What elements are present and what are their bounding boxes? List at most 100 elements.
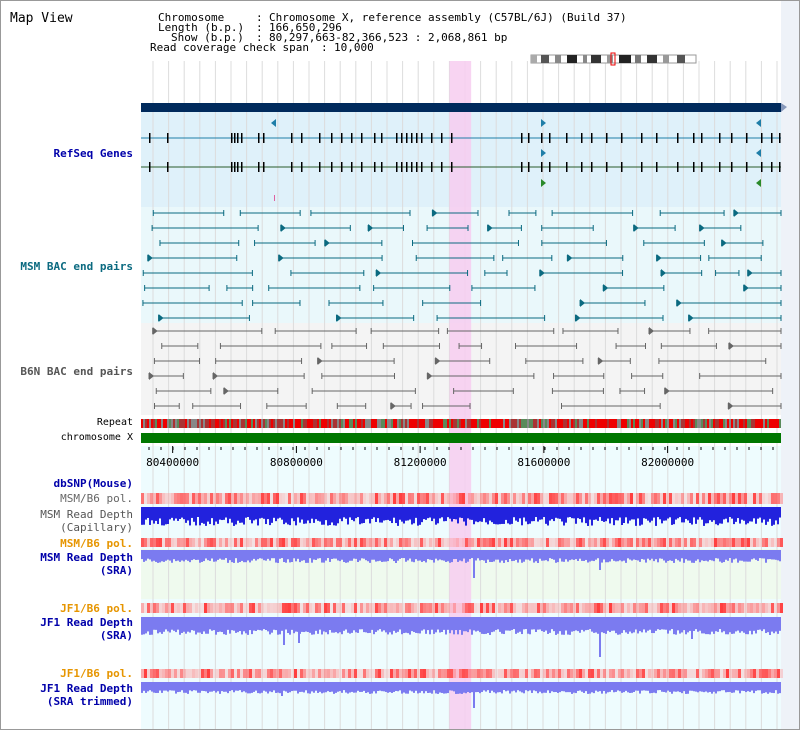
msm-pol-1-segment — [201, 493, 204, 504]
jf1-trim-depth — [331, 682, 333, 692]
msm-pol-2-segment — [522, 538, 525, 547]
msm-cap-depth — [655, 507, 657, 526]
msm-pol-2-segment — [660, 538, 663, 547]
jf1-pol-1-segment — [735, 603, 738, 613]
msm-pol-2-segment — [321, 538, 324, 547]
jf1-pol-2-segment — [159, 669, 162, 678]
msm-cap-depth — [597, 507, 599, 521]
msm-cap-depth — [467, 507, 469, 519]
msm-cap-depth — [761, 507, 763, 523]
jf1-pol-1-segment — [648, 603, 651, 613]
jf1-trim-depth — [387, 682, 389, 693]
msm-cap-depth — [337, 507, 339, 524]
msm-cap-depth — [565, 507, 567, 523]
msm-pol-1-segment — [429, 493, 432, 504]
msm-sra-depth — [717, 550, 719, 559]
jf1-pol-2-segment — [444, 669, 447, 678]
jf1-trim-depth — [779, 682, 781, 694]
jf1-trim-depth — [215, 682, 217, 693]
jf1-sra-depth — [239, 617, 241, 632]
repeat-segment — [369, 419, 371, 428]
msm-cap-depth — [501, 507, 503, 524]
repeat-segment — [187, 419, 189, 428]
track-label-refseq[interactable]: RefSeq Genes — [53, 147, 133, 160]
jf1-sra-depth — [683, 617, 685, 631]
jf1-pol-1-segment — [387, 603, 390, 613]
jf1-pol-2-segment — [339, 669, 342, 678]
track-label-dbsnp[interactable]: dbSNP(Mouse) — [53, 477, 133, 490]
msm-cap-depth — [629, 507, 631, 521]
msm-cap-depth — [637, 507, 639, 519]
jf1-trim-depth — [607, 682, 609, 693]
msm-pol-1-segment — [330, 493, 333, 504]
msm-cap-depth — [159, 507, 161, 519]
msm-pol-1-segment — [645, 493, 648, 504]
msm-sra-depth — [731, 550, 733, 563]
msm-cap-depth — [307, 507, 309, 521]
msm-sra-depth — [363, 550, 365, 559]
msm-pol-2-segment — [729, 538, 732, 547]
msm-sra-depth — [555, 550, 557, 563]
repeat-segment — [141, 419, 143, 428]
msm-pol-1-segment — [660, 493, 663, 504]
msm-pol-1-segment — [309, 493, 312, 504]
msm-pol-1-segment — [252, 493, 255, 504]
repeat-segment — [287, 419, 289, 428]
jf1-pol-1-segment — [633, 603, 636, 613]
msm-pol-2-segment — [606, 538, 609, 547]
msm-pol-2-segment — [390, 538, 393, 547]
msm-sra-depth — [635, 550, 637, 560]
jf1-pol-1-segment — [528, 603, 531, 613]
msm-cap-depth — [515, 507, 517, 521]
track-label-b6n-bac[interactable]: B6N BAC end pairs — [20, 365, 133, 378]
msm-pol-2-segment — [480, 538, 483, 547]
msm-pol-1-segment — [294, 493, 297, 504]
msm-sra-depth — [411, 550, 413, 562]
repeat-segment — [217, 419, 219, 428]
repeat-segment — [447, 419, 449, 428]
msm-pol-2-segment — [618, 538, 621, 547]
jf1-trim-depth — [687, 682, 689, 694]
jf1-pol-2-segment — [744, 669, 747, 678]
jf1-trim-depth — [501, 682, 503, 694]
jf1-trim-depth — [189, 682, 191, 691]
gene-exon — [779, 133, 781, 143]
jf1-sra-depth — [541, 617, 543, 632]
repeat-segment — [541, 419, 543, 428]
gene-exon — [351, 162, 353, 172]
repeat-segment — [291, 419, 293, 428]
msm-pol-1-segment — [234, 493, 237, 504]
msm-sra-depth — [541, 550, 543, 561]
jf1-trim-depth — [555, 682, 557, 693]
msm-pol-2-segment — [462, 538, 465, 547]
msm-pol-2-segment — [765, 538, 768, 547]
jf1-pol-1-segment — [363, 603, 366, 613]
jf1-trim-depth — [375, 682, 377, 694]
jf1-trim-depth — [245, 682, 247, 693]
msm-pol-1-segment — [390, 493, 393, 504]
msm-cap-depth — [411, 507, 413, 525]
repeat-segment — [481, 419, 483, 428]
track-label-msm-bac[interactable]: MSM BAC end pairs — [20, 260, 133, 273]
msm-cap-depth — [195, 507, 197, 526]
msm-pol-1-segment — [243, 493, 246, 504]
jf1-trim-depth — [469, 682, 471, 693]
jf1-sra-depth — [533, 617, 535, 630]
msm-pol-1-segment — [276, 493, 279, 504]
ideogram-band — [541, 55, 549, 63]
msm-cap-depth — [205, 507, 207, 526]
msm-sra-depth — [703, 550, 705, 562]
msm-cap-depth — [147, 507, 149, 518]
jf1-sra-depth — [655, 617, 657, 631]
gene-exon — [719, 133, 721, 143]
msm-sra-depth — [163, 550, 165, 562]
msm-sra-depth — [645, 550, 647, 563]
repeat-segment — [271, 419, 273, 428]
jf1-pol-2-segment — [234, 669, 237, 678]
repeat-segment — [581, 419, 583, 428]
gene-exon — [761, 133, 763, 143]
jf1-sra-depth — [595, 617, 597, 633]
jf1-pol-1-segment — [318, 603, 321, 613]
msm-pol-2-segment — [180, 538, 183, 547]
